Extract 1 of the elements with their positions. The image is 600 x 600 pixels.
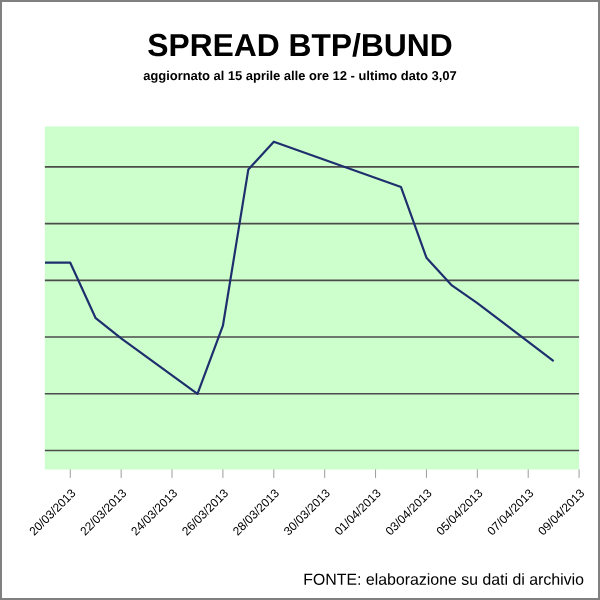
chart-title: SPREAD BTP/BUND (148, 33, 452, 57)
